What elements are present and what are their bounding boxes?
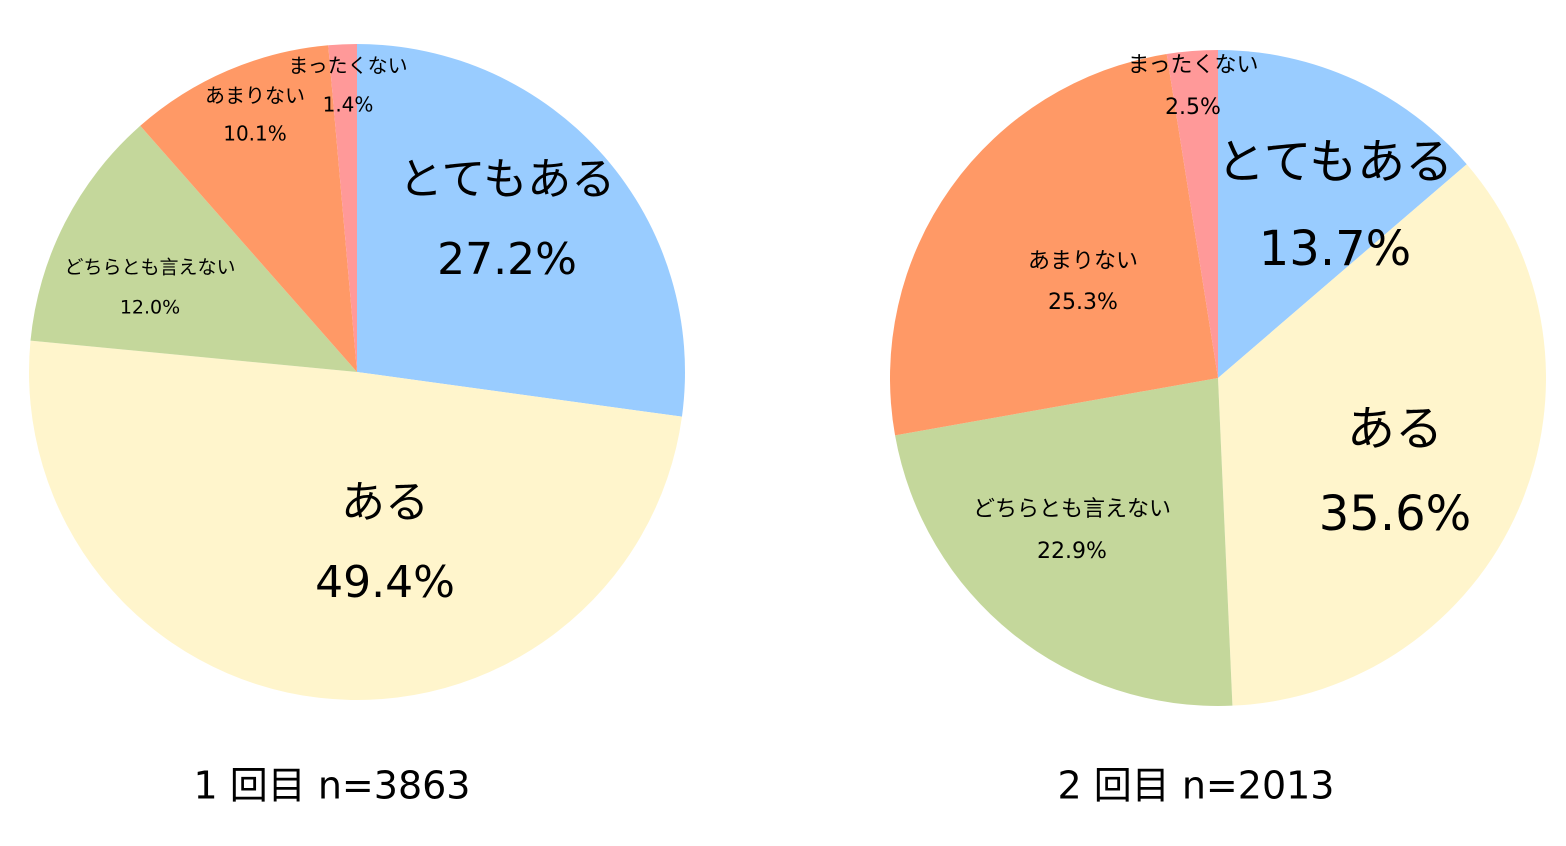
value-label: 1.4% bbox=[323, 93, 374, 117]
pie-slice bbox=[895, 378, 1233, 706]
value-label: 35.6% bbox=[1319, 486, 1471, 542]
pie-slice bbox=[28, 340, 682, 701]
pie-slice bbox=[1166, 50, 1218, 378]
slice-label: あまりない bbox=[1028, 249, 1138, 274]
pie-slice bbox=[140, 45, 357, 372]
pie-slice bbox=[1218, 50, 1467, 378]
slice-label: とてもある bbox=[399, 154, 615, 205]
slice-label: ある bbox=[1347, 401, 1443, 457]
value-label: 25.3% bbox=[1048, 290, 1118, 315]
value-label: 2.5% bbox=[1165, 95, 1221, 120]
value-label: 12.0% bbox=[120, 297, 180, 319]
slice-label: どちらとも言えない bbox=[973, 497, 1171, 522]
pie-slice bbox=[890, 54, 1218, 436]
value-label: 10.1% bbox=[223, 122, 287, 146]
slice-label: まったくない bbox=[288, 54, 407, 78]
slice-label: ある bbox=[341, 477, 429, 528]
slice-label: とてもある bbox=[1217, 134, 1453, 190]
pie-slice bbox=[30, 125, 358, 372]
pie-slice bbox=[357, 44, 685, 417]
chart-title: 2 回目 n=2013 bbox=[1058, 764, 1335, 808]
slice-label: どちらとも言えない bbox=[64, 257, 235, 279]
slice-label: まったくない bbox=[1127, 53, 1258, 78]
value-label: 49.4% bbox=[315, 557, 455, 608]
value-label: 27.2% bbox=[437, 234, 577, 285]
value-label: 13.7% bbox=[1259, 221, 1411, 277]
pie-slice bbox=[328, 44, 357, 372]
slice-label: あまりない bbox=[205, 84, 305, 108]
chart-title: 1 回目 n=3863 bbox=[194, 764, 471, 808]
pie-slice bbox=[1218, 164, 1546, 706]
value-label: 22.9% bbox=[1037, 539, 1107, 564]
